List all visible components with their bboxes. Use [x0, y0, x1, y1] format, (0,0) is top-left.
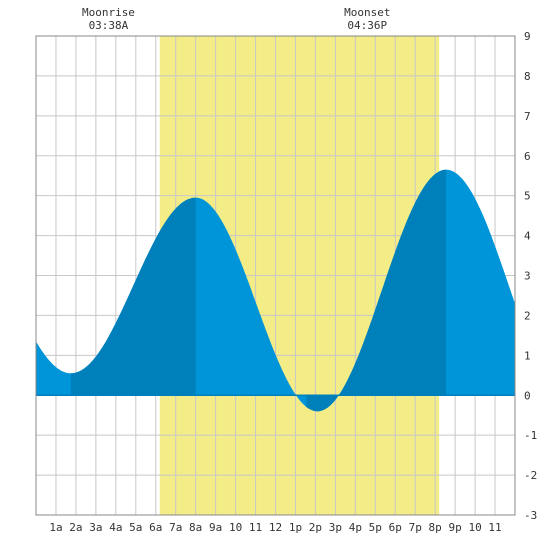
y-tick-label: 1: [524, 349, 531, 362]
x-tick-label: 3a: [89, 521, 102, 534]
x-tick-label: 5p: [369, 521, 382, 534]
plot-frame: [35, 35, 516, 516]
y-tick-label: 7: [524, 110, 531, 123]
x-tick-labels: 1a 2a 3a 4a 5a 6a 7a 8a 9a 10 11 12 1p 2p 3p 4p 5p 6p 7p 8p…: [49, 521, 501, 534]
x-tick-label: 6a: [149, 521, 162, 534]
x-tick-label: 2a: [69, 521, 82, 534]
y-tick-label: 4: [524, 230, 531, 243]
y-tick-label: 8: [524, 70, 531, 83]
x-tick-label: 9a: [209, 521, 222, 534]
y-tick-label: 9: [524, 30, 531, 43]
y-tick-labels: -3 -2 -1 0 1 2 3 4 5 6 7 8 9: [524, 30, 537, 522]
x-tick-label: 10: [468, 521, 481, 534]
moonset-time: 04:36P: [347, 19, 387, 32]
tide-rising-segment: [317, 169, 447, 412]
moonrise-time: 03:38A: [89, 19, 129, 32]
x-tick-label: 11: [488, 521, 501, 534]
moonset-label: Moonset: [344, 6, 390, 19]
y-tick-label: 6: [524, 150, 531, 163]
x-tick-label: 12: [269, 521, 282, 534]
x-tick-label: 10: [229, 521, 242, 534]
y-tick-label: 0: [524, 389, 531, 402]
x-tick-label: 1a: [49, 521, 62, 534]
tide-negative-dip: [306, 395, 337, 412]
x-tick-label: 8p: [429, 521, 442, 534]
x-tick-label: 11: [249, 521, 262, 534]
y-tick-label: 2: [524, 309, 531, 322]
y-tick-label: 5: [524, 190, 531, 203]
x-tick-label: 4p: [349, 521, 362, 534]
x-tick-label: 5a: [129, 521, 142, 534]
y-tick-label: -1: [524, 429, 537, 442]
x-tick-label: 2p: [309, 521, 322, 534]
x-tick-label: 3p: [329, 521, 342, 534]
x-tick-label: 1p: [289, 521, 302, 534]
x-tick-label: 7a: [169, 521, 182, 534]
y-tick-label: -2: [524, 469, 537, 482]
x-tick-label: 7p: [409, 521, 422, 534]
tide-area: [36, 169, 515, 412]
x-tick-label: 4a: [109, 521, 122, 534]
x-tick-label: 6p: [389, 521, 402, 534]
x-tick-label: 9p: [449, 521, 462, 534]
y-tick-label: 3: [524, 270, 531, 283]
moonrise-label: Moonrise: [82, 6, 135, 19]
tide-rising-segment: [70, 197, 196, 396]
y-tick-label: -3: [524, 509, 537, 522]
x-tick-label: 8a: [189, 521, 202, 534]
